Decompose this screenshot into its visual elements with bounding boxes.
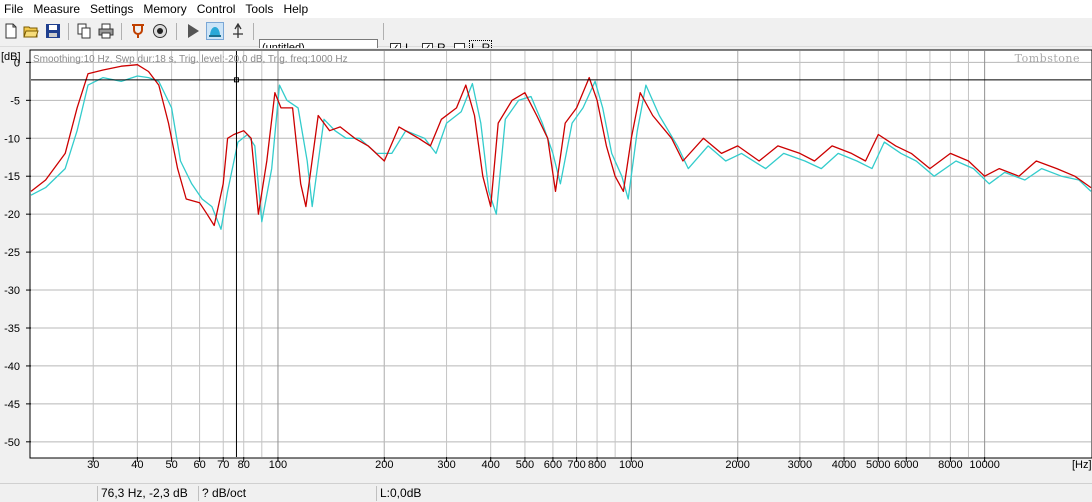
live-mode-icon[interactable] (206, 22, 224, 40)
x-tick-label: 5000 (866, 459, 890, 471)
menu-settings[interactable]: Settings (90, 2, 134, 16)
trigger-icon[interactable] (229, 22, 247, 40)
cursor (31, 51, 1091, 457)
new-file-icon[interactable] (2, 22, 20, 40)
level-readout: L:0,0dB (376, 486, 1090, 501)
x-tick-label: 70 (217, 459, 229, 471)
series-layer (30, 64, 1092, 230)
y-tick-label: -25 (4, 247, 20, 259)
x-tick-label: 500 (516, 459, 534, 471)
y-tick-label: -50 (4, 437, 20, 449)
x-axis-ticks: 30 40 50 60 70 80 100 200 300 400 500 600 700 800 1000… (87, 457, 1000, 471)
x-tick-label: 1000 (619, 459, 643, 471)
x-tick-label: 50 (165, 459, 177, 471)
x-tick-label: 30 (87, 459, 99, 471)
x-tick-label: 6000 (894, 459, 918, 471)
y-axis-unit: [dB] (1, 51, 21, 63)
y-tick-label: 0 (14, 57, 20, 69)
y-tick-label: -20 (4, 209, 20, 221)
x-tick-label: 300 (437, 459, 455, 471)
x-tick-label: 10000 (969, 459, 1000, 471)
series-right-line (30, 75, 1092, 230)
y-tick-label: -40 (4, 361, 20, 373)
status-empty (0, 486, 97, 501)
y-tick-label: -35 (4, 323, 20, 335)
x-tick-label: 4000 (832, 459, 856, 471)
watermark: Tombstone (1015, 52, 1080, 65)
grid (31, 51, 1091, 457)
menu-bar: File Measure Settings Memory Control Too… (0, 0, 1092, 18)
tuning-fork-icon[interactable] (129, 22, 147, 40)
copy-icon[interactable] (75, 22, 93, 40)
x-tick-label: 700 (567, 459, 585, 471)
menu-file[interactable]: File (4, 2, 24, 16)
x-tick-label: 40 (131, 459, 143, 471)
menu-control[interactable]: Control (196, 2, 236, 16)
frequency-response-chart[interactable]: 0 -5 -10 -15 -20 -25 -30 -35 -40 -45 -50 30 40 50 60 7… (0, 48, 1092, 482)
x-tick-label: 3000 (788, 459, 812, 471)
series-left-line (30, 64, 1092, 227)
y-tick-label: -15 (4, 171, 20, 183)
cursor-marker[interactable] (233, 77, 239, 83)
plot-area[interactable] (29, 49, 1092, 459)
x-tick-label: 600 (544, 459, 562, 471)
y-tick-label: -5 (10, 95, 20, 107)
open-folder-icon[interactable] (22, 22, 40, 40)
menu-tools[interactable]: Tools (245, 2, 274, 16)
measurement-info: Smoothing:10 Hz, Swp dur:18 s, Trig. lev… (33, 54, 348, 65)
x-tick-label: 200 (375, 459, 393, 471)
x-tick-label: 8000 (938, 459, 962, 471)
speaker-icon[interactable] (151, 22, 169, 40)
y-tick-label: -30 (4, 285, 20, 297)
x-tick-label: 80 (238, 459, 250, 471)
menu-measure[interactable]: Measure (33, 2, 81, 16)
x-axis-unit: [Hz] (1072, 459, 1092, 471)
x-tick-label: 60 (193, 459, 205, 471)
x-tick-label: 2000 (725, 459, 749, 471)
status-bar: 76,3 Hz, -2,3 dB ? dB/oct L:0,0dB (0, 483, 1092, 502)
x-tick-label: 400 (482, 459, 500, 471)
x-tick-label: 100 (269, 459, 287, 471)
x-tick-label: 800 (588, 459, 606, 471)
slope-readout: ? dB/oct (198, 486, 376, 501)
y-tick-label: -45 (4, 399, 20, 411)
save-icon[interactable] (44, 22, 62, 40)
menu-help[interactable]: Help (283, 2, 309, 16)
cursor-readout: 76,3 Hz, -2,3 dB (97, 486, 198, 501)
menu-memory[interactable]: Memory (143, 2, 187, 16)
y-tick-label: -10 (4, 133, 20, 145)
toolbar: (untitled) ✓ L ✓ R L-R (0, 18, 1092, 58)
print-icon[interactable] (97, 22, 115, 40)
play-icon[interactable] (184, 22, 202, 40)
y-axis-ticks: 0 -5 -10 -15 -20 -25 -30 -35 -40 -45 -50 (4, 57, 31, 449)
